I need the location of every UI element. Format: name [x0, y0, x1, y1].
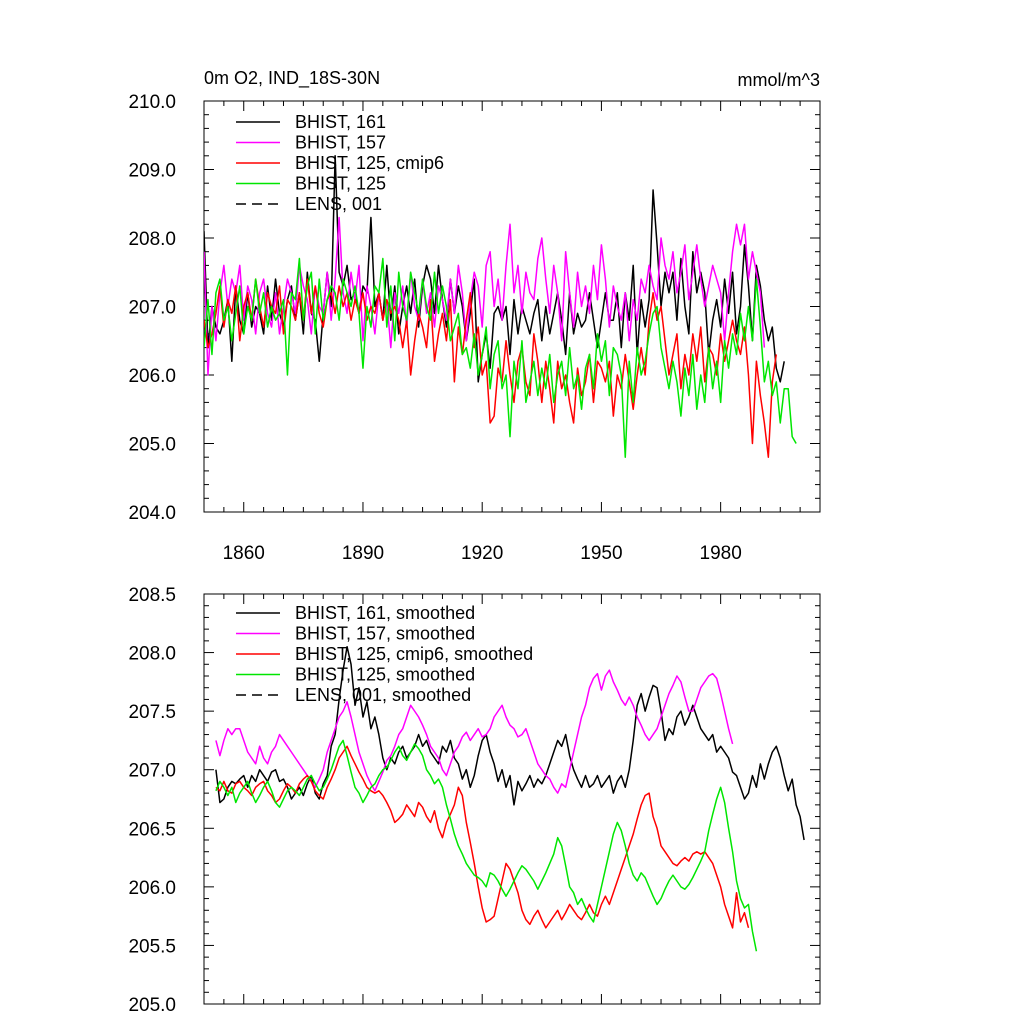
- chart-title: 0m O2, IND_18S-30N: [204, 68, 380, 89]
- bottom-ytick-label: 206.5: [128, 819, 176, 840]
- series-line: [215, 669, 734, 794]
- top-panel: 204.0 205.0 206.0 207.0 208.0 209.0 210.0 1860 1…: [128, 92, 821, 564]
- series-line: [215, 745, 750, 929]
- bottom-axis-ticks: 205.0 205.5 206.0 206.5 207.0 207.5 208.0 208.5: [128, 585, 821, 1016]
- top-xtick-label: 1980: [700, 543, 742, 564]
- legend-label: LENS, 001: [295, 194, 382, 214]
- top-series-group: [204, 155, 797, 458]
- bottom-ytick-label: 205.5: [128, 936, 176, 957]
- bottom-ytick-label: 206.0: [128, 878, 176, 899]
- units-label: mmol/m^3: [738, 70, 820, 90]
- top-axis-ticks: 204.0 205.0 206.0 207.0 208.0 209.0 210.0 1860 1…: [128, 92, 821, 564]
- series-line: [204, 216, 766, 376]
- legend-label: BHIST, 157: [295, 133, 386, 153]
- top-ytick-label: 207.0: [128, 298, 176, 319]
- top-ytick-label: 209.0: [128, 161, 176, 182]
- top-ytick-label: 204.0: [128, 503, 176, 524]
- legend-label: BHIST, 125, cmip6: [295, 153, 444, 173]
- legend-label: BHIST, 125, smoothed: [295, 665, 475, 685]
- bottom-ytick-label: 207.0: [128, 761, 176, 782]
- top-xtick-label: 1920: [461, 543, 503, 564]
- legend-label: BHIST, 161, smoothed: [295, 603, 475, 623]
- top-xtick-label: 1950: [580, 543, 622, 564]
- series-line: [204, 155, 785, 383]
- bottom-series-group: [215, 645, 805, 952]
- bottom-ytick-label: 208.0: [128, 644, 176, 665]
- legend-label: BHIST, 125, cmip6, smoothed: [295, 644, 533, 664]
- top-ytick-label: 205.0: [128, 435, 176, 456]
- legend-label: BHIST, 125: [295, 174, 386, 194]
- series-line: [204, 257, 797, 458]
- top-xtick-label: 1860: [223, 543, 265, 564]
- top-ytick-label: 206.0: [128, 366, 176, 387]
- series-line: [204, 278, 778, 458]
- top-ytick-label: 210.0: [128, 92, 176, 113]
- bottom-ytick-label: 207.5: [128, 702, 176, 723]
- legend-label: BHIST, 157, smoothed: [295, 624, 475, 644]
- legend-label: BHIST, 161: [295, 112, 386, 132]
- bottom-ytick-label: 205.0: [128, 995, 176, 1016]
- series-line: [215, 739, 758, 952]
- bottom-ytick-label: 208.5: [128, 585, 176, 606]
- bottom-plot-frame: [203, 593, 821, 1005]
- legend-label: LENS, 001, smoothed: [295, 685, 471, 705]
- top-xtick-label: 1890: [342, 543, 384, 564]
- bottom-panel: 205.0 205.5 206.0 206.5 207.0 207.5 208.0 208.5…: [128, 585, 821, 1016]
- top-ytick-label: 208.0: [128, 229, 176, 250]
